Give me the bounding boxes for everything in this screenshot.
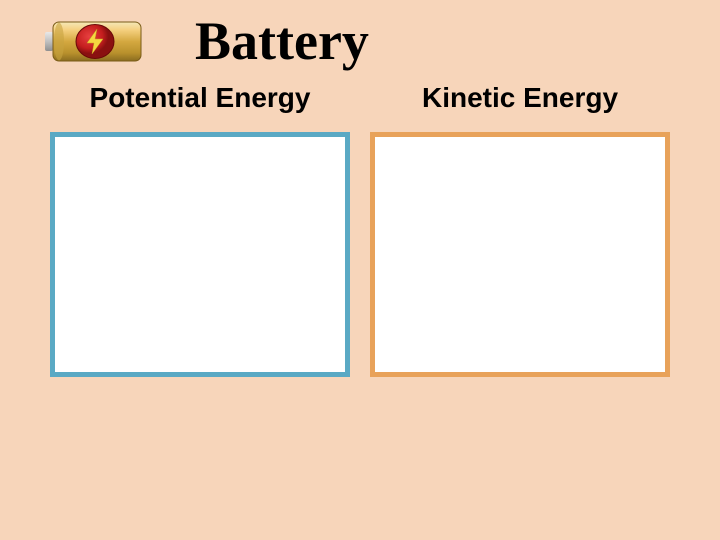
column-header-potential: Potential Energy xyxy=(90,82,311,114)
battery-icon xyxy=(45,14,145,69)
box-potential xyxy=(50,132,350,377)
box-kinetic xyxy=(370,132,670,377)
slide-header: Battery xyxy=(0,0,720,77)
column-header-kinetic: Kinetic Energy xyxy=(422,82,618,114)
column-left: Potential Energy xyxy=(40,82,360,377)
column-right: Kinetic Energy xyxy=(360,82,680,377)
slide-title: Battery xyxy=(195,10,369,72)
columns-container: Potential Energy Kinetic Energy xyxy=(0,82,720,377)
